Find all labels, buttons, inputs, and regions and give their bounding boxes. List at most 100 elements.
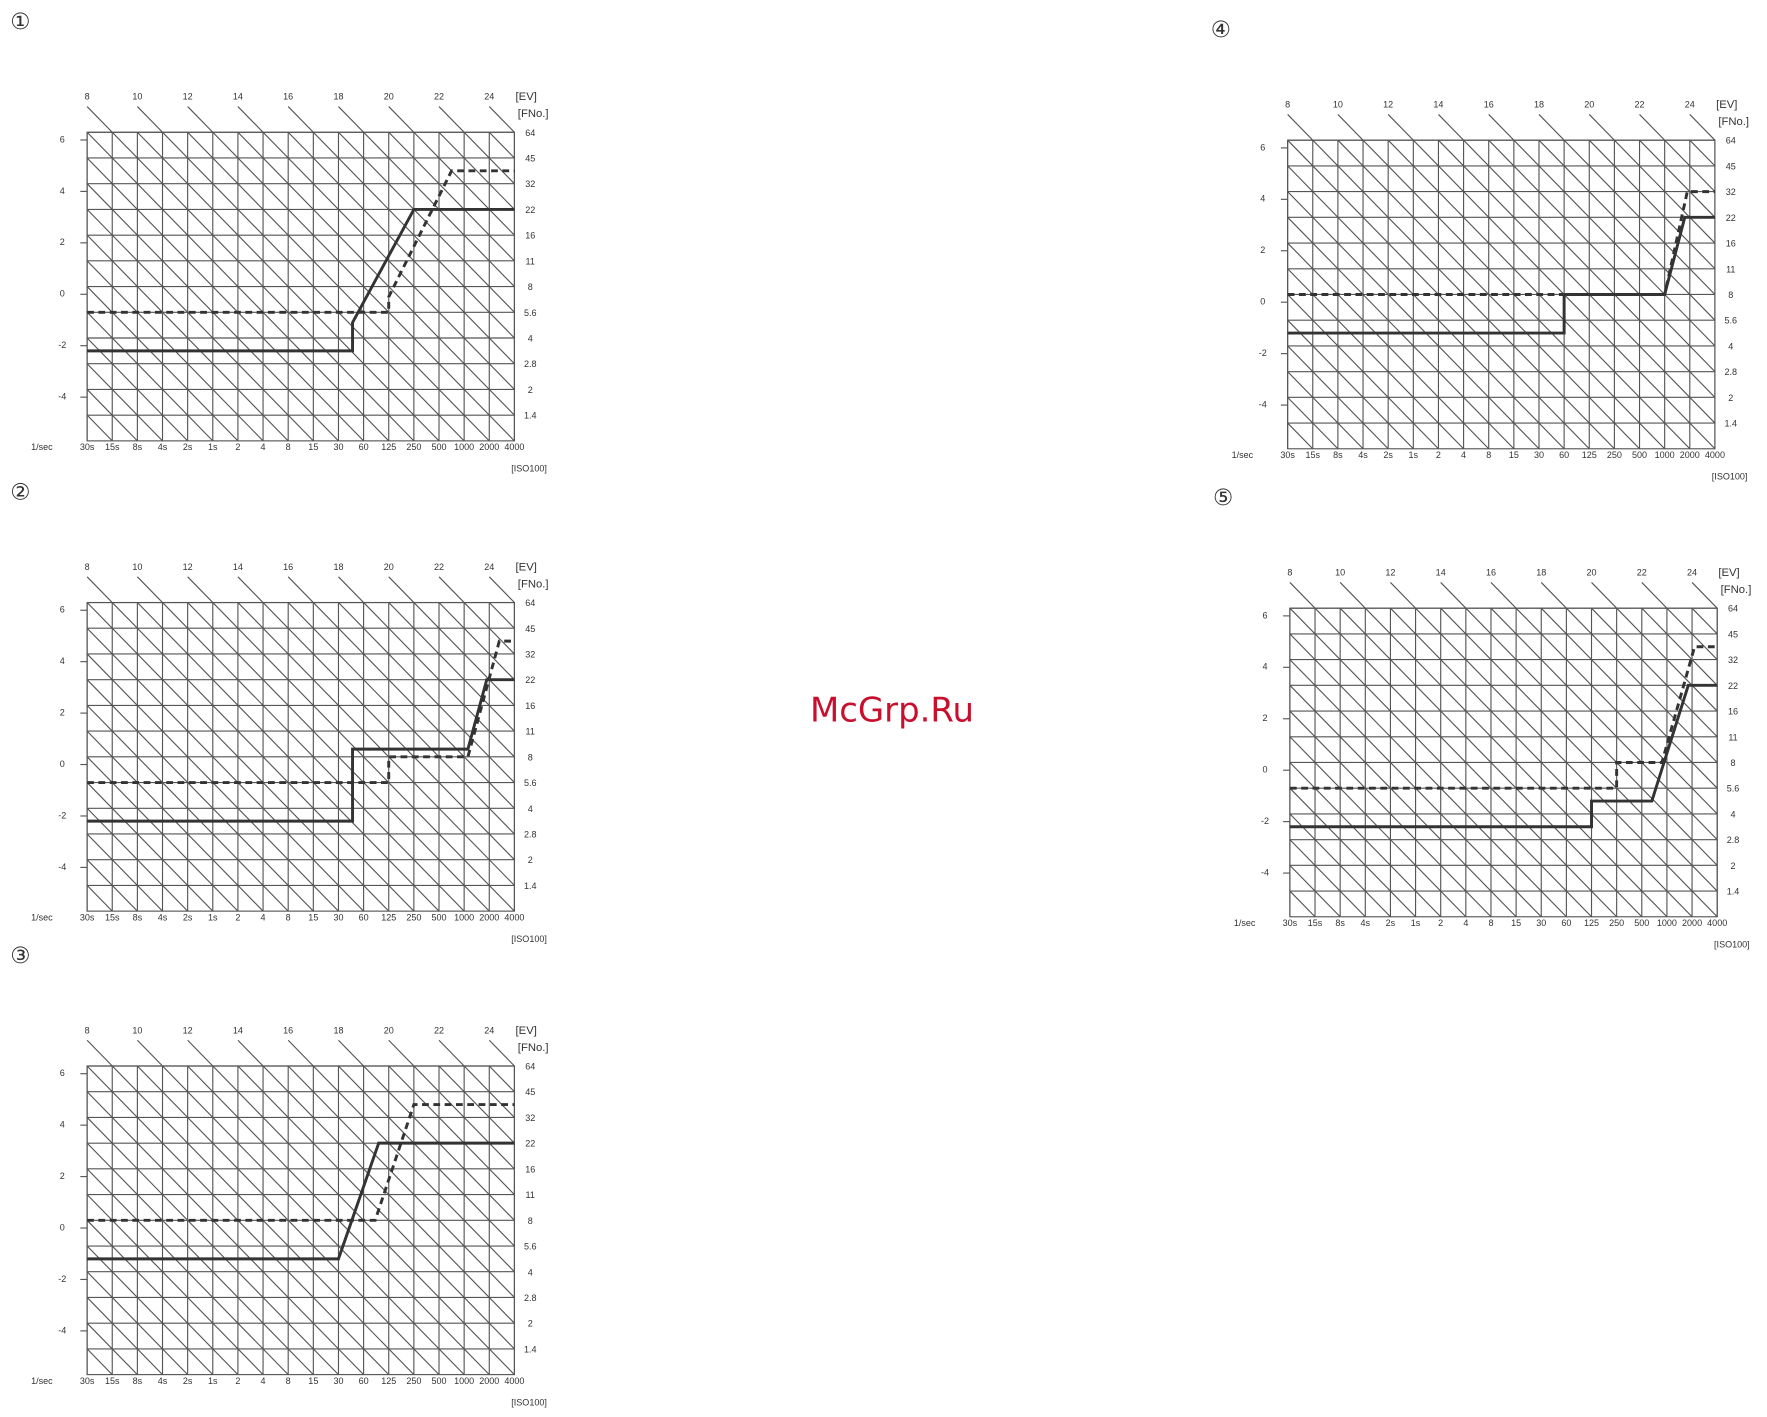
ev-line [338, 602, 515, 783]
x-tick-label: 60 [1561, 918, 1571, 928]
x-tick-label: 30 [333, 442, 343, 452]
y-tick-label: 4 [60, 186, 65, 196]
y2-tick-label: 1.4 [1727, 887, 1740, 897]
ev-line [86, 1194, 264, 1376]
x2-tick-label: 18 [1534, 100, 1544, 110]
ev-line [388, 1065, 515, 1195]
x-tick-label: 4s [158, 442, 168, 452]
y2-tick-label: 2 [528, 855, 533, 865]
x-tick-label: 125 [381, 442, 396, 452]
ev-line [1337, 139, 1640, 450]
x-tick-label: 4 [1461, 450, 1466, 460]
x-tick-label: 2 [235, 1376, 240, 1386]
x2-tick-label: 8 [1285, 100, 1290, 110]
x2-tick-label: 24 [484, 92, 494, 102]
ev-line [86, 131, 390, 442]
ev-line [1490, 607, 1718, 841]
program-line [87, 169, 515, 314]
y2-tick-label: 32 [1728, 655, 1738, 665]
note: [ISO100] [511, 464, 547, 474]
x-tick-label: 8s [133, 912, 143, 922]
x-tick-label: 250 [406, 912, 421, 922]
program-line [1289, 683, 1718, 829]
x-tick-label: 1000 [454, 912, 474, 922]
program-line [87, 1103, 515, 1222]
ev-line [1689, 114, 1716, 141]
ev-line [1289, 633, 1567, 918]
ev-line [237, 1039, 515, 1324]
y2-tick-label: 2.8 [1727, 835, 1740, 845]
program-line [87, 1141, 515, 1261]
x2-tick-label: 24 [1685, 100, 1695, 110]
x-tick-label: 2s [183, 912, 193, 922]
ev-line [187, 1039, 515, 1376]
y2-axis-label: [FNo.] [518, 578, 549, 590]
ev-line [287, 106, 515, 339]
x-tick-label: 2s [1383, 450, 1393, 460]
x-tick-label: 2000 [479, 442, 499, 452]
y2-tick-label: 11 [526, 1190, 535, 1200]
y-tick-label: 0 [60, 1222, 65, 1232]
y2-tick-label: 64 [1726, 136, 1736, 146]
y2-axis-label: [FNo.] [518, 1042, 549, 1054]
ev-line [86, 1297, 163, 1376]
x2-tick-label: 22 [434, 562, 444, 572]
x-tick-label: 4000 [1705, 450, 1725, 460]
ev-line [338, 1039, 515, 1221]
x-tick-label: 60 [359, 912, 369, 922]
y2-tick-label: 5.6 [524, 1242, 537, 1252]
y-tick-label: 6 [1260, 142, 1265, 152]
ev-line [86, 679, 314, 912]
x-tick-label: 4s [1361, 918, 1371, 928]
chart-number: ① [10, 9, 30, 35]
ev-line [86, 311, 214, 442]
ev-line [86, 234, 289, 442]
x-tick-label: 2 [235, 912, 240, 922]
y2-tick-label: 1.4 [524, 881, 537, 891]
y2-tick-label: 45 [525, 624, 535, 634]
x-tick-label: 1000 [454, 1376, 474, 1386]
x-tick-label: 15s [105, 1376, 120, 1386]
y-tick-label: 6 [1263, 610, 1268, 620]
x-tick-label: 500 [1634, 918, 1649, 928]
ev-line [86, 414, 113, 442]
y-tick-label: -4 [1259, 399, 1267, 409]
x2-tick-label: 22 [1635, 100, 1645, 110]
x2-tick-label: 12 [1385, 568, 1395, 578]
x-tick-label: 2000 [1680, 450, 1700, 460]
x2-tick-label: 24 [484, 562, 494, 572]
x-tick-label: 500 [431, 442, 446, 452]
ev-line [86, 337, 189, 442]
x2-tick-label: 18 [1536, 568, 1546, 578]
x-tick-label: 2000 [1682, 918, 1702, 928]
x2-tick-label: 8 [85, 1025, 90, 1035]
x2-tick-label: 18 [333, 562, 343, 572]
y2-tick-label: 11 [1728, 732, 1737, 742]
x-tick-label: 4 [261, 442, 266, 452]
ev-line [136, 131, 440, 442]
ev-line [86, 885, 113, 912]
x-tick-label: 125 [381, 1376, 396, 1386]
x-tick-label: 15 [308, 442, 318, 452]
y2-tick-label: 11 [526, 727, 535, 737]
y-tick-label: -4 [1261, 867, 1269, 877]
y2-tick-label: 2 [1728, 393, 1733, 403]
ev-line [86, 1091, 365, 1376]
ev-line [1588, 139, 1716, 270]
x-axis-label: 1/sec [31, 442, 53, 452]
ev-line [237, 1065, 515, 1350]
ev-line [136, 1065, 440, 1376]
x-tick-label: 4 [261, 1376, 266, 1386]
x-tick-label: 125 [381, 912, 396, 922]
x2-tick-label: 16 [1484, 100, 1494, 110]
x-tick-label: 2s [1386, 918, 1396, 928]
ev-line [86, 1348, 113, 1376]
y-tick-label: 0 [60, 759, 65, 769]
ev-line [1691, 582, 1718, 609]
x2-tick-label: 24 [484, 1025, 494, 1035]
x-tick-label: 4 [1463, 918, 1468, 928]
ev-line [86, 576, 415, 912]
ev-line [1639, 139, 1716, 218]
y2-tick-label: 11 [526, 256, 535, 266]
ev-line [338, 106, 515, 287]
